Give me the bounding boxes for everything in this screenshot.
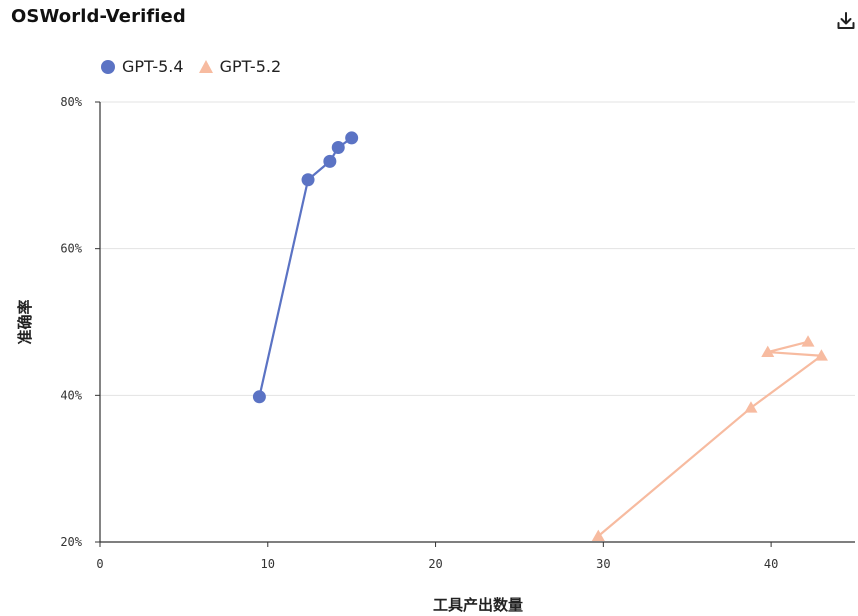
data-point <box>252 390 266 404</box>
legend-item-gpt-5-2[interactable]: GPT-5.2 <box>198 57 282 76</box>
y-tick-label: 20% <box>60 535 82 549</box>
x-tick-label: 10 <box>261 557 275 571</box>
y-axis-title: 准确率 <box>16 299 34 344</box>
data-point <box>345 131 359 145</box>
legend-label: GPT-5.4 <box>122 57 184 76</box>
x-tick-label: 30 <box>596 557 610 571</box>
legend-item-gpt-5-4[interactable]: GPT-5.4 <box>100 57 184 76</box>
x-axis-title: 工具产出数量 <box>433 596 523 614</box>
legend-label: GPT-5.2 <box>219 57 282 76</box>
y-tick-label: 80% <box>60 95 82 109</box>
y-tick-label: 40% <box>60 388 82 402</box>
download-button[interactable] <box>834 9 858 33</box>
legend: GPT-5.4 GPT-5.2 <box>100 57 289 76</box>
data-point <box>331 140 345 154</box>
data-point <box>814 349 828 361</box>
chart-title: OSWorld-Verified <box>11 6 186 27</box>
data-point <box>301 173 315 187</box>
circle-marker-icon <box>101 59 115 74</box>
data-point <box>761 345 775 357</box>
y-tick-label: 60% <box>60 242 82 256</box>
triangle-marker-icon <box>198 59 213 73</box>
x-tick-label: 20 <box>428 557 442 571</box>
download-icon <box>837 12 855 29</box>
data-point <box>744 401 758 413</box>
x-tick-label: 0 <box>96 557 103 571</box>
data-point <box>323 154 337 168</box>
data-point <box>591 529 605 542</box>
series-line <box>597 340 823 537</box>
data-point <box>801 335 815 347</box>
x-tick-label: 40 <box>764 557 778 571</box>
